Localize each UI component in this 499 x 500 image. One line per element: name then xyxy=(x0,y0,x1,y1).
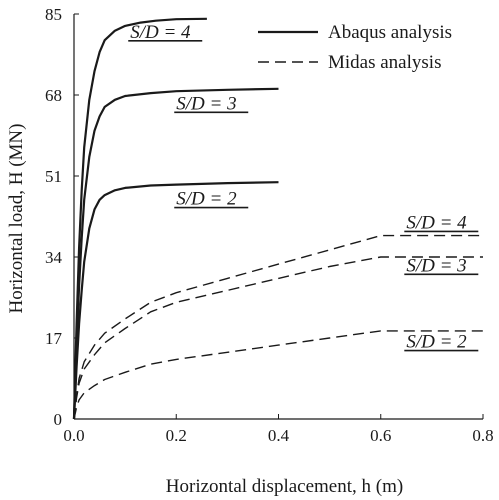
curve-label: S/D = 2 xyxy=(406,332,467,353)
series-line-abaqus-0 xyxy=(72,17,207,420)
curve-label: S/D = 3 xyxy=(176,93,236,114)
series-line-midas-2 xyxy=(73,330,483,420)
x-tick-label: 0.6 xyxy=(370,426,391,445)
annotations-layer: S/D = 4 S/D = 3 S/D = 2 S/D = 4 S/D = 3 S/D =… xyxy=(128,22,479,353)
curve-label: S/D = 4 xyxy=(130,22,191,43)
y-tick-label: 51 xyxy=(45,167,62,186)
curve-label: S/D = 4 xyxy=(406,212,467,233)
y-tick-label: 0 xyxy=(54,410,63,429)
legend-label: Abaqus analysis xyxy=(328,22,452,43)
x-tick-label: 0.2 xyxy=(166,426,187,445)
curve-label: S/D = 2 xyxy=(176,189,237,210)
labels-layer: Horizontal displacement, h (m) Horizonta… xyxy=(6,124,403,497)
x-tick-label: 0.4 xyxy=(268,426,290,445)
series-line-abaqus-2 xyxy=(72,181,279,420)
x-axis-title: Horizontal displacement, h (m) xyxy=(166,476,403,497)
y-tick-label: 68 xyxy=(45,86,62,105)
curves-layer xyxy=(72,17,483,420)
y-tick-label: 17 xyxy=(45,329,63,348)
ticks-layer: 0.0 0.2 0.4 0.6 0.8 0 17 34 51 68 85 xyxy=(45,5,494,445)
x-tick-label: 0.0 xyxy=(63,426,84,445)
y-tick-label: 85 xyxy=(45,5,62,24)
y-tick-label: 34 xyxy=(45,248,63,267)
x-tick-label: 0.8 xyxy=(472,426,493,445)
series-line-midas-1 xyxy=(73,256,483,420)
series-line-abaqus-1 xyxy=(72,87,279,420)
y-axis-title: Horizontal load, H (MN) xyxy=(6,124,27,314)
legend: Abaqus analysis Midas analysis xyxy=(258,22,452,73)
curve-label: S/D = 3 xyxy=(406,255,466,276)
legend-label: Midas analysis xyxy=(328,52,441,73)
